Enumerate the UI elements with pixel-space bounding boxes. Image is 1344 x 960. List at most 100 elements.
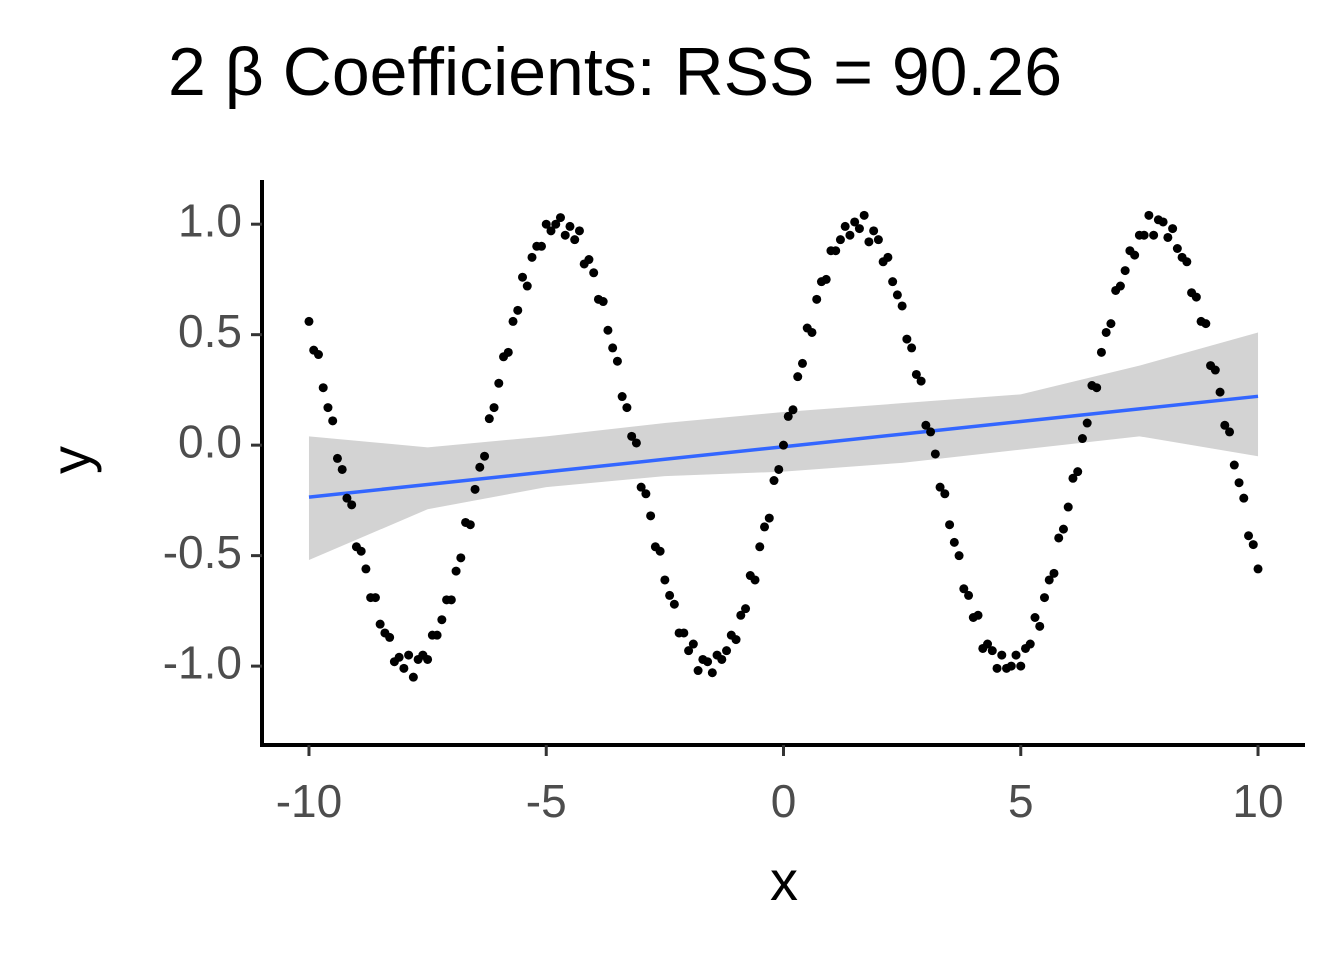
point — [456, 553, 466, 563]
point — [541, 219, 551, 229]
point — [636, 482, 646, 492]
point — [665, 590, 675, 600]
point — [342, 493, 352, 503]
chart-title: 2 β Coefficients: RSS = 90.26 — [168, 34, 1062, 110]
point — [717, 654, 727, 664]
point — [356, 546, 366, 556]
point — [869, 226, 879, 236]
point — [617, 392, 627, 402]
point — [916, 376, 926, 386]
y-axis-label: y — [39, 446, 102, 474]
point — [437, 615, 447, 625]
point — [688, 639, 698, 649]
point — [793, 372, 803, 382]
y-tick-label: -1.0 — [163, 636, 242, 688]
point — [1016, 661, 1026, 671]
point — [1239, 493, 1249, 503]
point — [408, 672, 418, 682]
point — [494, 378, 504, 388]
point — [983, 639, 993, 649]
point — [945, 520, 955, 530]
point — [518, 272, 528, 282]
point — [1144, 210, 1154, 220]
point — [1035, 621, 1045, 631]
point — [465, 520, 475, 530]
point — [1139, 230, 1149, 240]
y-tick-label: 1.0 — [178, 194, 242, 246]
point — [470, 484, 480, 494]
point — [1130, 250, 1140, 260]
point — [560, 230, 570, 240]
point — [731, 635, 741, 645]
point — [831, 246, 841, 256]
point — [930, 449, 940, 459]
point — [1025, 639, 1035, 649]
point — [660, 575, 670, 585]
point — [850, 217, 860, 227]
x-tick-label: 5 — [1008, 775, 1034, 827]
point — [361, 564, 371, 574]
point — [1054, 533, 1064, 543]
point — [1234, 478, 1244, 488]
point — [821, 274, 831, 284]
point — [1011, 650, 1021, 660]
point — [370, 593, 380, 603]
point — [954, 551, 964, 561]
point — [679, 628, 689, 638]
point — [328, 416, 338, 426]
point — [489, 403, 499, 413]
point — [1120, 266, 1130, 276]
point — [812, 294, 822, 304]
point — [921, 420, 931, 430]
point — [911, 369, 921, 379]
point — [484, 414, 494, 424]
point — [1063, 502, 1073, 512]
point — [394, 652, 404, 662]
point — [323, 403, 333, 413]
point — [1068, 473, 1078, 483]
point — [1106, 319, 1116, 329]
point — [1172, 243, 1182, 253]
point — [1253, 564, 1263, 574]
point — [555, 213, 565, 223]
point — [446, 595, 456, 605]
point — [332, 453, 342, 463]
point — [845, 230, 855, 240]
point — [598, 297, 608, 307]
x-axis-label: x — [770, 849, 798, 912]
point — [1168, 224, 1178, 234]
point — [1101, 327, 1111, 337]
point — [551, 219, 561, 229]
point — [1006, 661, 1016, 671]
point — [1229, 460, 1239, 470]
point — [503, 347, 513, 357]
point — [1092, 383, 1102, 393]
point — [1082, 418, 1092, 428]
point — [622, 403, 632, 413]
point — [423, 654, 433, 664]
point — [902, 334, 912, 344]
point — [864, 237, 874, 247]
point — [1149, 230, 1159, 240]
point — [399, 663, 409, 673]
point — [1077, 434, 1087, 444]
point — [641, 489, 651, 499]
point — [480, 451, 490, 461]
point — [987, 646, 997, 656]
point — [1191, 292, 1201, 302]
point — [1248, 540, 1258, 550]
point — [546, 226, 556, 236]
point — [574, 226, 584, 236]
point — [1073, 467, 1083, 477]
point — [508, 316, 518, 326]
point — [584, 255, 594, 265]
x-tick-label: 10 — [1232, 775, 1283, 827]
point — [385, 632, 395, 642]
point — [513, 305, 523, 315]
point — [1049, 568, 1059, 578]
point — [973, 610, 983, 620]
point — [1163, 232, 1173, 242]
point — [888, 277, 898, 287]
point — [1210, 365, 1220, 375]
point — [627, 431, 637, 441]
